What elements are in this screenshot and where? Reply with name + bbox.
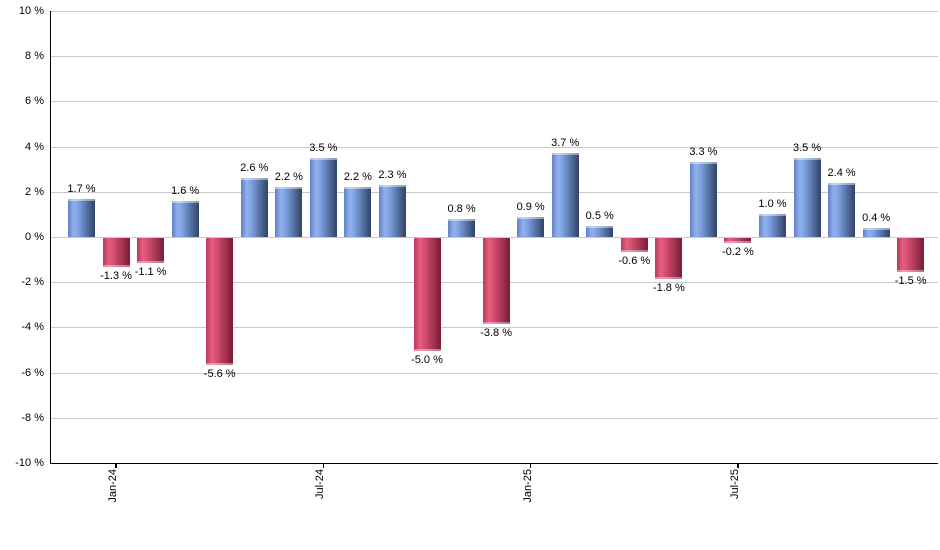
bar-value-label: 0.8 %: [447, 202, 476, 215]
bar-value-label: -1.5 %: [894, 274, 927, 287]
y-axis-tick-label: 4 %: [25, 140, 44, 153]
bar: [137, 238, 165, 263]
bar-value-label: 0.9 %: [516, 200, 545, 213]
y-axis-tick-label: -6 %: [21, 366, 44, 379]
bar-value-label: -5.0 %: [411, 354, 443, 366]
gridline: [51, 372, 938, 374]
gridline: [51, 417, 938, 419]
bar-value-label: 3.5 %: [309, 141, 338, 154]
y-axis-tick-label: 10 %: [18, 5, 44, 17]
bar: [724, 238, 752, 243]
bar-value-label: 2.2 %: [343, 171, 372, 184]
gridline: [51, 146, 938, 148]
bar: [897, 238, 925, 272]
bar-value-label: 3.3 %: [689, 146, 718, 159]
bar: [655, 238, 683, 279]
bar-value-label: 0.4 %: [862, 211, 891, 224]
bar: [448, 218, 476, 237]
bar: [275, 187, 303, 237]
bar: [413, 238, 441, 351]
gridline: [51, 101, 938, 103]
bar: [586, 225, 614, 237]
bar-value-label: -1.8 %: [652, 281, 685, 294]
x-axis-tick: [322, 463, 325, 468]
y-axis-tick-label: -8 %: [21, 411, 44, 424]
y-axis-tick-label: 0 %: [25, 231, 44, 243]
bar: [344, 187, 372, 237]
bar: [793, 157, 821, 237]
bar-value-label: 3.5 %: [792, 141, 822, 154]
y-axis-tick-label: 6 %: [25, 95, 44, 108]
bar-value-label: 2.2 %: [274, 171, 303, 184]
bar-value-label: 2.4 %: [827, 166, 856, 179]
bar: [517, 216, 545, 237]
bar-value-label: 1.6 %: [171, 184, 200, 197]
bar: [309, 157, 337, 237]
gridline: [51, 237, 938, 238]
bar-value-label: -3.8 %: [480, 326, 512, 339]
bar-value-label: -0.2 %: [722, 245, 754, 258]
bar: [378, 185, 406, 237]
gridline: [51, 327, 938, 329]
bar-value-label: 1.7 %: [67, 182, 96, 195]
bar: [759, 214, 786, 237]
bar: [689, 162, 717, 237]
y-axis-tick-label: 8 %: [25, 50, 44, 63]
bar: [68, 198, 95, 237]
x-axis-tick: [529, 463, 532, 468]
bar-value-label: -5.6 %: [203, 367, 236, 380]
bar-value-label: 3.7 %: [551, 137, 580, 150]
bar-value-label: 2.3 %: [378, 169, 407, 182]
bar-value-label: 0.5 %: [585, 209, 614, 222]
bar: [620, 238, 648, 252]
bar: [240, 178, 268, 237]
bar-value-label: -1.3 %: [100, 270, 132, 283]
bar-value-label: -0.6 %: [618, 254, 651, 267]
bar-value-label: 2.6 %: [240, 162, 269, 175]
bar-value-label: 1.0 %: [758, 198, 787, 211]
bar: [828, 182, 856, 237]
y-axis-tick-label: 2 %: [25, 185, 44, 198]
x-axis-tick: [737, 463, 739, 468]
gridline: [51, 56, 938, 58]
bar: [482, 238, 510, 324]
y-axis-tick-label: -4 %: [21, 321, 44, 334]
bar: [551, 153, 579, 237]
gridline: [51, 11, 938, 12]
x-axis-tick-label: Jan-24: [107, 469, 120, 503]
x-axis-tick-label: Jul-24: [314, 469, 327, 499]
bar: [206, 238, 234, 365]
x-axis-tick-label: Jul-25: [728, 469, 741, 499]
gridline: [51, 191, 938, 193]
y-axis-tick-label: -2 %: [21, 276, 44, 289]
bar: [862, 227, 890, 237]
x-axis-tick: [115, 463, 117, 468]
y-axis-tick-label: -10 %: [15, 457, 44, 469]
bar: [102, 238, 130, 268]
bar-value-label: -1.1 %: [134, 265, 167, 278]
bar: [171, 200, 199, 237]
x-axis-tick-label: Jan-25: [521, 469, 534, 503]
